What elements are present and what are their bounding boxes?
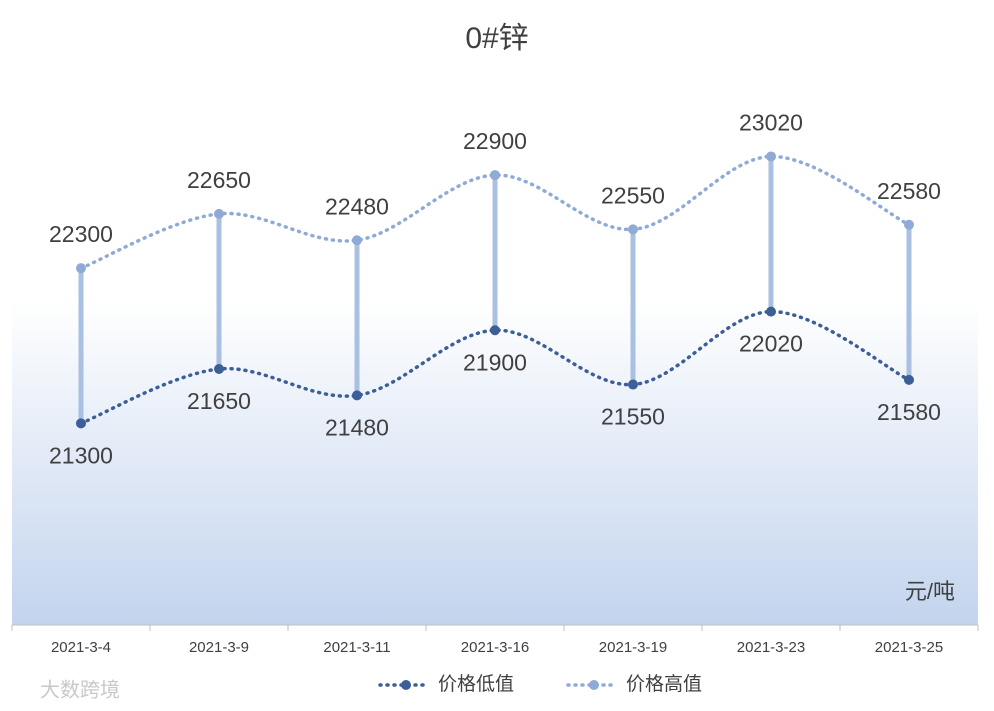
watermark: 大数跨境	[40, 678, 120, 701]
data-point	[352, 390, 362, 401]
data-label: 21550	[601, 404, 665, 430]
legend-marker	[589, 680, 599, 690]
x-tick-label: 2021-3-9	[189, 639, 249, 656]
legend-label: 价格低值	[438, 673, 514, 695]
x-tick-label: 2021-3-19	[599, 639, 667, 656]
data-point	[628, 224, 638, 235]
data-label: 23020	[739, 110, 803, 136]
data-point	[352, 235, 362, 246]
data-label: 21300	[49, 442, 113, 468]
data-point	[214, 364, 224, 375]
data-label: 22900	[463, 128, 527, 154]
data-point	[490, 325, 500, 336]
data-label: 21580	[877, 399, 941, 425]
data-label: 21480	[325, 414, 389, 440]
data-point	[904, 219, 914, 230]
data-point	[766, 151, 776, 162]
data-label: 22650	[187, 167, 251, 193]
data-point	[76, 263, 86, 274]
x-tick-label: 2021-3-11	[323, 639, 390, 656]
data-point	[628, 379, 638, 390]
data-label: 22020	[739, 331, 803, 357]
data-point	[76, 418, 86, 429]
data-label: 21900	[463, 349, 527, 375]
x-tick-label: 2021-3-25	[875, 639, 943, 656]
chart-title: 0#锌	[465, 22, 528, 55]
data-label: 22550	[601, 182, 665, 208]
data-point	[766, 306, 776, 317]
data-point	[490, 170, 500, 181]
data-label: 22580	[877, 178, 941, 204]
data-label: 22480	[325, 193, 389, 219]
x-tick-label: 2021-3-23	[737, 639, 805, 656]
x-tick-label: 2021-3-4	[51, 639, 111, 656]
unit-label: 元/吨	[905, 579, 955, 604]
x-tick-label: 2021-3-16	[461, 639, 529, 656]
data-label: 21650	[187, 388, 251, 414]
legend-label: 价格高值	[626, 673, 702, 695]
legend-marker	[401, 680, 411, 690]
data-label: 22300	[49, 221, 113, 247]
data-point	[904, 374, 914, 385]
data-point	[214, 208, 224, 219]
